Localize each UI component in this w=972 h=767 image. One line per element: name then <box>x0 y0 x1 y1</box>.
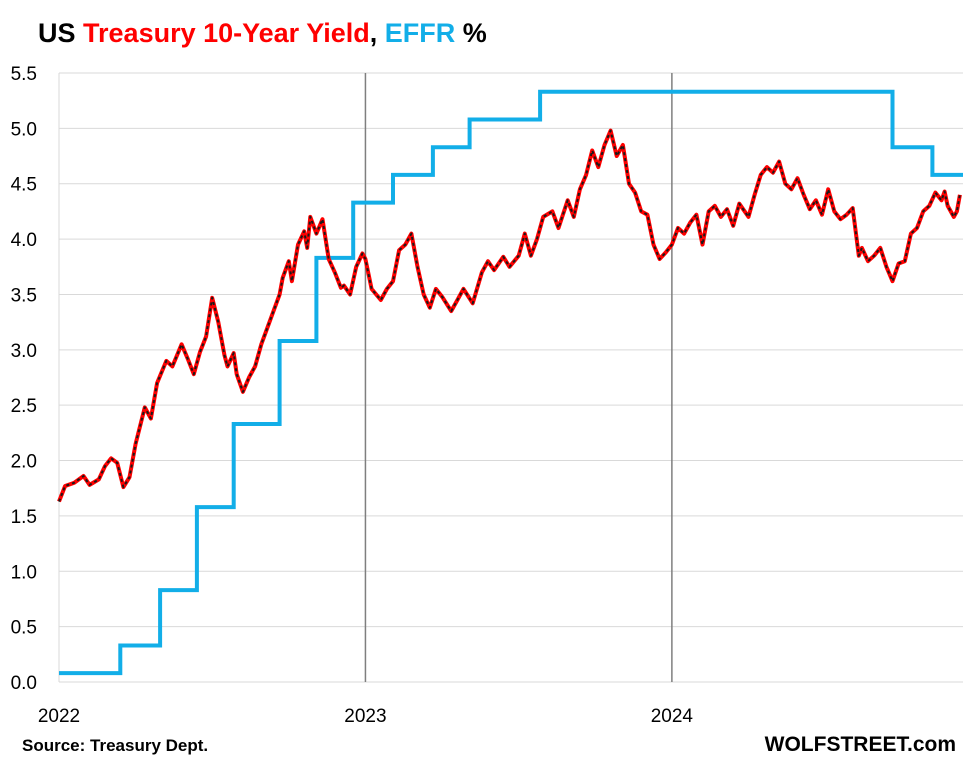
x-tick-label: 2023 <box>344 706 386 727</box>
y-tick-label: 3.5 <box>11 285 37 306</box>
x-axis-tick-labels: 2022 2023 2024 <box>38 706 694 727</box>
y-tick-label: 1.5 <box>11 507 37 528</box>
series-line-treasury-10y <box>57 128 962 503</box>
title-effr: EFFR <box>384 18 456 48</box>
y-tick-label: 4.0 <box>11 230 37 251</box>
brand-label: WOLFSTREET.com <box>764 733 956 756</box>
title-percent: % <box>462 18 487 48</box>
source-note: Source: Treasury Dept. <box>22 736 209 755</box>
title-yield: Treasury 10-Year Yield <box>83 18 370 48</box>
x-tick-label: 2024 <box>651 706 694 727</box>
title-us: US <box>38 18 76 48</box>
y-tick-label: 0.0 <box>11 673 37 694</box>
y-tick-label: 2.5 <box>11 396 37 417</box>
y-tick-label: 5.0 <box>11 119 37 140</box>
chart-title: US Treasury 10-Year Yield, EFFR % <box>38 18 487 49</box>
y-tick-label: 2.0 <box>11 452 37 473</box>
grid-lines <box>59 72 963 683</box>
series-line-treasury-10y-overlay <box>58 129 961 502</box>
y-tick-label: 3.0 <box>11 341 37 362</box>
series-line-effr <box>59 89 963 676</box>
title-comma: , <box>369 18 378 48</box>
y-tick-label: 0.5 <box>11 618 37 639</box>
y-tick-label: 4.5 <box>11 175 37 196</box>
y-tick-label: 1.0 <box>11 562 37 583</box>
series-layer <box>57 89 963 676</box>
x-tick-label: 2022 <box>38 706 80 727</box>
y-tick-label: 5.5 <box>11 64 37 85</box>
year-divider-lines <box>364 73 673 682</box>
y-axis-tick-labels: 0.0 0.5 1.0 1.5 2.0 2.5 3.0 3.5 4.0 4.5 5.0 5.5 <box>11 64 37 694</box>
